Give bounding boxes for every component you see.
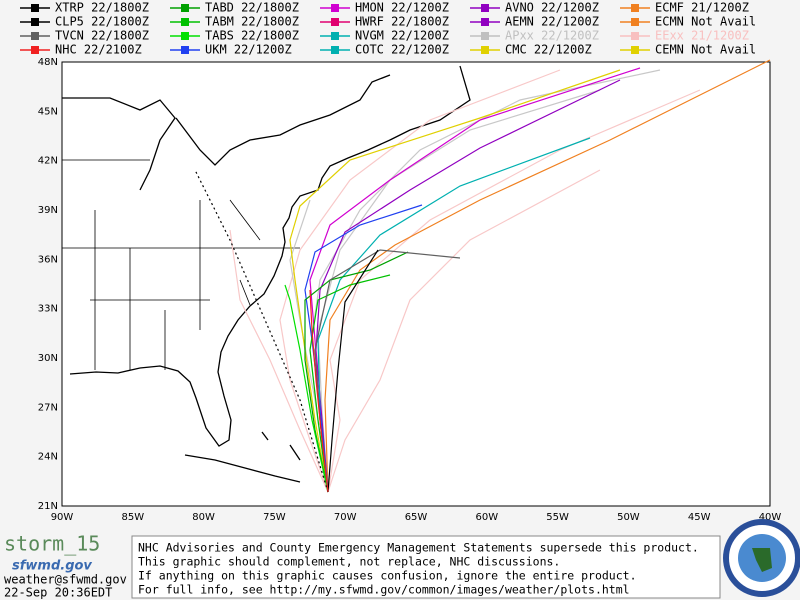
- lon-label: 70W: [334, 512, 357, 523]
- legend-label: AVNO 22/1200Z: [505, 1, 599, 15]
- legend-marker: [31, 46, 39, 54]
- state-borders: [62, 159, 300, 370]
- coastlines: [62, 65, 471, 483]
- legend-marker: [631, 18, 639, 26]
- legend-label: HMON 22/1200Z: [355, 1, 449, 15]
- lon-label: 50W: [617, 512, 640, 523]
- lon-label: 75W: [263, 512, 286, 523]
- lat-label: 48N: [38, 57, 58, 68]
- legend-label: UKM 22/1200Z: [205, 43, 292, 57]
- tabd-track: [304, 251, 409, 493]
- legend-label: NVGM 22/1200Z: [355, 29, 449, 43]
- email: weather@sfwmd.gov: [4, 573, 127, 587]
- legend-marker: [631, 46, 639, 54]
- islands: [184, 431, 301, 483]
- legend-label: TABS 22/1800Z: [205, 29, 299, 43]
- lat-label: 27N: [38, 402, 58, 413]
- clp5-track: [327, 249, 379, 493]
- lon-label: 45W: [688, 512, 711, 523]
- legend-label: TVCN 22/1800Z: [55, 29, 149, 43]
- notice-line: This graphic should complement, not repl…: [138, 555, 560, 569]
- legend-label: TABD 22/1800Z: [205, 1, 299, 15]
- lat-labels: 48N 45N 42N 39N 36N 33N 30N 27N 24N 21N: [38, 57, 58, 512]
- legend-marker: [481, 18, 489, 26]
- site-logo: sfwmd.gov: [12, 559, 92, 574]
- lat-label: 45N: [38, 106, 58, 117]
- notice-line: If anything on this graphic causes confu…: [138, 569, 637, 583]
- lon-label: 55W: [546, 512, 569, 523]
- lat-label: 39N: [38, 205, 58, 216]
- legend-marker: [31, 18, 39, 26]
- border: [62, 74, 391, 191]
- legend-label: AEMN 22/1200Z: [505, 15, 599, 29]
- lon-label: 60W: [475, 512, 498, 523]
- timestamp: 22-Sep 20:36EDT: [4, 586, 112, 600]
- legend-label: COTC 22/1200Z: [355, 43, 449, 57]
- legend-label: APxx 22/1200Z: [505, 29, 599, 43]
- legend-marker: [181, 18, 189, 26]
- legend-marker: [481, 46, 489, 54]
- legend-marker: [31, 32, 39, 40]
- lon-label: 90W: [51, 512, 74, 523]
- legend-marker: [181, 32, 189, 40]
- lon-label: 85W: [121, 512, 144, 523]
- legend-marker: [481, 4, 489, 12]
- nhc-track: [309, 289, 329, 493]
- notice-box: [131, 535, 721, 599]
- ensemble-tracks: [229, 69, 701, 493]
- notice-line: NHC Advisories and County Emergency Mana…: [138, 541, 699, 555]
- legend-label: CLP5 22/1800Z: [55, 15, 149, 29]
- storm-name: storm_15: [4, 532, 100, 556]
- lon-label: 40W: [759, 512, 782, 523]
- legend-label: CEMN Not Avail: [655, 43, 756, 57]
- legend-marker: [631, 4, 639, 12]
- legend-label: CMC 22/1200Z: [505, 43, 592, 57]
- avno-track: [315, 79, 621, 493]
- lat-label: 21N: [38, 501, 58, 512]
- legend-label: HWRF 22/1800Z: [355, 15, 449, 29]
- tabs-track: [284, 284, 329, 493]
- legend-label: ECMF 21/1200Z: [655, 1, 749, 15]
- seal: [723, 519, 800, 597]
- cmc-track: [289, 69, 621, 493]
- legend-marker: [331, 4, 339, 12]
- seal-map: [752, 548, 772, 572]
- lat-label: 24N: [38, 452, 58, 463]
- lat-label: 36N: [38, 254, 58, 265]
- lat-label: 30N: [38, 353, 58, 364]
- legend-label: ECMN Not Avail: [655, 15, 756, 29]
- legend-marker: [631, 32, 639, 40]
- legend-marker: [181, 46, 189, 54]
- map-frame: [61, 61, 771, 507]
- lon-label: 80W: [192, 512, 215, 523]
- legend-label: NHC 22/2100Z: [55, 43, 142, 57]
- legend: XTRP 22/1800Z TABD 22/1800Z HMON 22/1200Z A…: [20, 1, 756, 57]
- xtrp-track: [194, 169, 329, 493]
- lat-label: 33N: [38, 304, 58, 315]
- legend-marker: [331, 32, 339, 40]
- lon-labels: 90W 85W 80W 75W 70W 65W 60W 55W 50W 45W 40W: [51, 512, 782, 523]
- legend-label: TABM 22/1800Z: [205, 15, 299, 29]
- legend-marker: [481, 32, 489, 40]
- ecmf-track: [324, 59, 771, 493]
- legend-marker: [181, 4, 189, 12]
- legend-label: EExx 21/1200Z: [655, 29, 749, 43]
- legend-label: XTRP 22/1800Z: [55, 1, 149, 15]
- legend-marker: [331, 46, 339, 54]
- notice-line: For full info, see http://my.sfwmd.gov/c…: [138, 583, 630, 597]
- legend-marker: [31, 4, 39, 12]
- notice: NHC Advisories and County Emergency Mana…: [138, 541, 699, 597]
- east-coast: [69, 65, 471, 447]
- lat-label: 42N: [38, 156, 58, 167]
- ukm-track: [304, 204, 423, 493]
- lon-label: 65W: [405, 512, 428, 523]
- legend-marker: [331, 18, 339, 26]
- model-tracks: [194, 59, 771, 493]
